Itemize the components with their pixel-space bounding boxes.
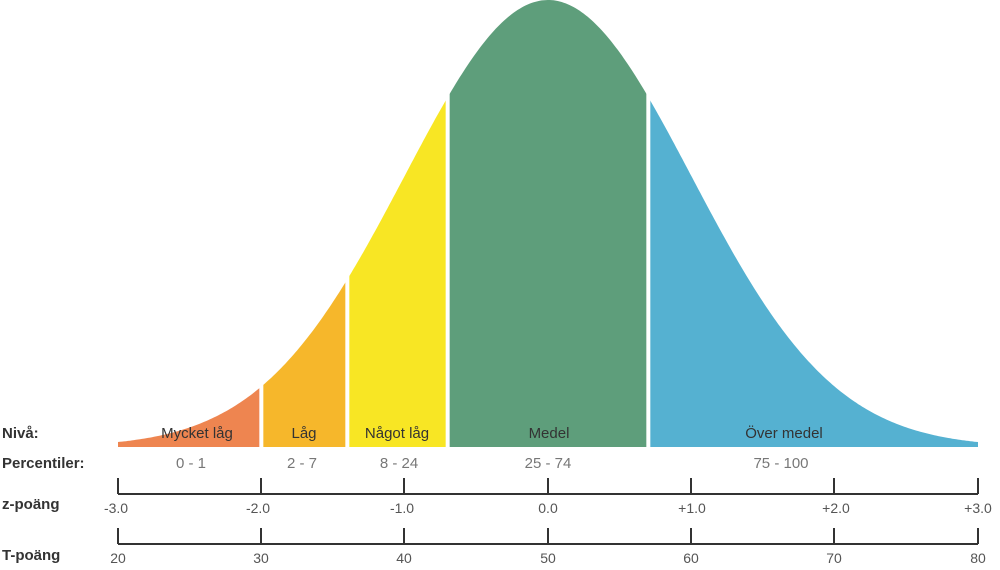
level-name-mycket-lag: Mycket låg — [161, 425, 233, 442]
row-label-niva: Nivå: — [2, 425, 39, 442]
z-tick-label: -2.0 — [246, 500, 270, 516]
level-name-lag: Låg — [291, 425, 316, 442]
row-label-t-score: T-poäng — [2, 547, 60, 564]
t-score-axis — [117, 528, 979, 545]
percentile-medel: 25 - 74 — [525, 455, 572, 472]
region-2 — [261, 279, 348, 447]
bell-curve — [118, 0, 978, 447]
level-name-over-medel: Över medel — [745, 424, 823, 442]
z-tick-label: +3.0 — [964, 500, 992, 516]
level-name-nagot-lag: Något låg — [365, 425, 429, 442]
percentile-mycket-lag: 0 - 1 — [176, 455, 206, 472]
level-name-medel: Medel — [529, 425, 570, 442]
region-4 — [447, 0, 649, 447]
percentile-lag: 2 - 7 — [287, 455, 317, 472]
row-label-percentiler: Percentiler: — [2, 455, 85, 472]
z-tick-label: -3.0 — [104, 500, 128, 516]
region-3 — [347, 97, 448, 447]
t-tick-label: 60 — [683, 550, 699, 566]
region-5 — [648, 97, 978, 447]
z-tick-label: +2.0 — [822, 500, 850, 516]
t-tick-label: 40 — [396, 550, 412, 566]
t-tick-label: 20 — [110, 550, 126, 566]
z-tick-label: 0.0 — [538, 500, 558, 516]
percentile-nagot-lag: 8 - 24 — [380, 455, 418, 472]
z-tick-label: +1.0 — [678, 500, 706, 516]
row-label-z-score: z-poäng — [2, 496, 60, 513]
z-score-axis — [117, 478, 979, 495]
t-tick-label: 80 — [970, 550, 986, 566]
section-dividers — [259, 93, 651, 448]
percentile-over-medel: 75 - 100 — [753, 455, 808, 472]
t-tick-label: 50 — [540, 550, 556, 566]
region-1 — [118, 386, 262, 447]
z-tick-label: -1.0 — [390, 500, 414, 516]
t-tick-label: 30 — [253, 550, 269, 566]
t-tick-label: 70 — [826, 550, 842, 566]
